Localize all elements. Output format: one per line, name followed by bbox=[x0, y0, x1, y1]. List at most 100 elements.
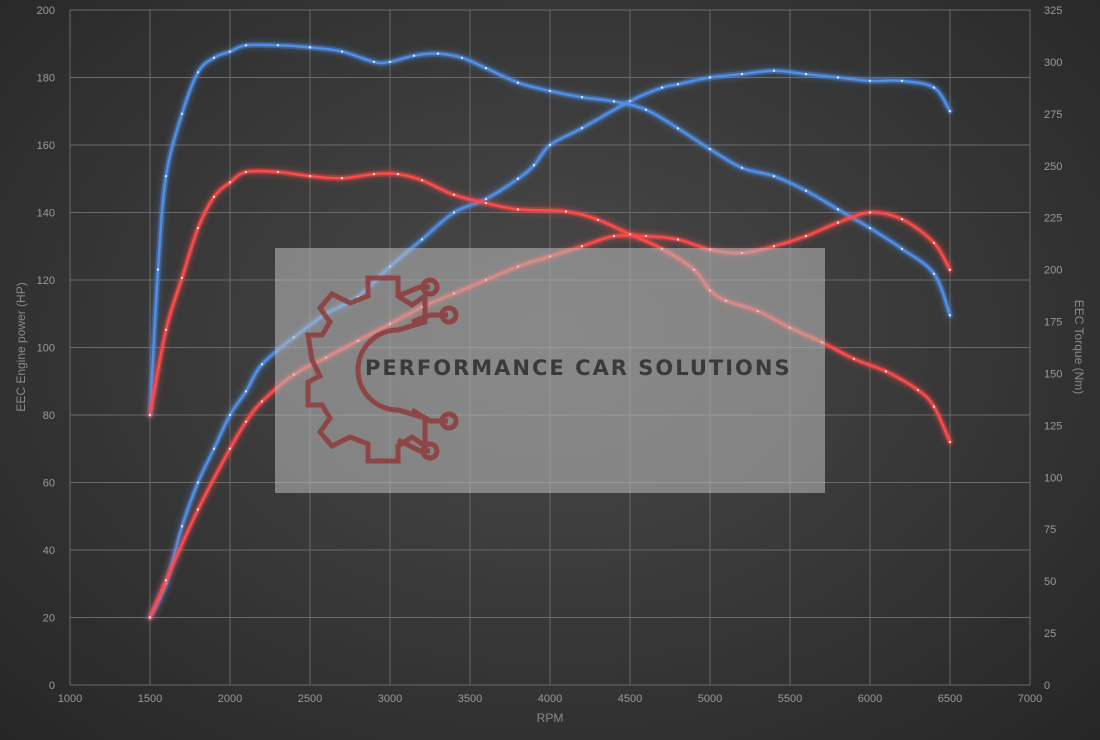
data-point bbox=[900, 79, 904, 83]
data-point bbox=[164, 328, 168, 332]
data-point bbox=[868, 211, 872, 214]
x-tick-label: 5000 bbox=[698, 693, 722, 705]
x-tick-label: 3500 bbox=[458, 693, 482, 705]
data-point bbox=[676, 238, 680, 241]
data-point bbox=[412, 54, 416, 57]
data-point bbox=[948, 268, 952, 272]
data-point bbox=[900, 218, 904, 221]
data-point bbox=[164, 579, 168, 582]
data-point bbox=[164, 174, 168, 178]
data-point bbox=[868, 226, 872, 230]
data-point bbox=[452, 211, 456, 214]
data-point bbox=[772, 69, 776, 72]
y-left-tick-label: 100 bbox=[37, 343, 55, 355]
data-point bbox=[836, 221, 840, 224]
data-point bbox=[196, 71, 200, 74]
y-left-tick-label: 160 bbox=[37, 140, 55, 152]
data-point bbox=[244, 44, 248, 47]
y-right-tick-label: 325 bbox=[1044, 5, 1062, 17]
x-tick-label: 6500 bbox=[938, 693, 962, 705]
y-right-tick-label: 75 bbox=[1044, 524, 1056, 536]
y-right-tick-label: 225 bbox=[1044, 213, 1062, 225]
data-point bbox=[180, 276, 184, 280]
data-point bbox=[884, 370, 888, 373]
data-point bbox=[484, 66, 488, 70]
data-point bbox=[612, 100, 616, 103]
data-point bbox=[804, 234, 808, 238]
data-point bbox=[212, 56, 216, 59]
y-left-tick-label: 140 bbox=[37, 208, 55, 220]
y-left-tick-label: 200 bbox=[37, 5, 55, 17]
data-point bbox=[396, 172, 400, 176]
data-point bbox=[228, 50, 232, 53]
data-point bbox=[948, 440, 952, 444]
x-tick-label: 4500 bbox=[618, 693, 642, 705]
data-point bbox=[900, 247, 904, 251]
data-point bbox=[644, 108, 648, 111]
data-point bbox=[708, 76, 712, 79]
y-left-tick-label: 120 bbox=[37, 275, 55, 287]
data-point bbox=[212, 195, 216, 199]
data-point bbox=[244, 170, 248, 174]
data-point bbox=[436, 52, 440, 55]
data-point bbox=[644, 234, 648, 238]
data-point bbox=[580, 96, 584, 99]
data-point bbox=[628, 233, 632, 236]
x-tick-label: 1500 bbox=[138, 693, 162, 705]
data-point bbox=[420, 238, 424, 241]
y-left-tick-label: 20 bbox=[43, 613, 55, 625]
data-point bbox=[276, 44, 280, 47]
data-point bbox=[244, 420, 248, 423]
data-point bbox=[516, 177, 520, 180]
data-point bbox=[852, 357, 856, 361]
data-point bbox=[580, 126, 584, 130]
data-point bbox=[196, 226, 200, 230]
data-point bbox=[340, 50, 344, 53]
y-left-tick-label: 180 bbox=[37, 73, 55, 85]
y-right-tick-label: 50 bbox=[1044, 576, 1056, 588]
watermark: PERFORMANCE CAR SOLUTIONS bbox=[275, 248, 825, 493]
y-right-tick-label: 25 bbox=[1044, 628, 1056, 640]
data-point bbox=[180, 525, 184, 528]
data-point bbox=[244, 390, 248, 393]
data-point bbox=[836, 208, 840, 211]
y-left-tick-label: 40 bbox=[43, 545, 55, 557]
data-point bbox=[932, 241, 936, 245]
y-right-tick-label: 300 bbox=[1044, 57, 1062, 69]
data-point bbox=[932, 405, 936, 408]
data-point bbox=[180, 112, 184, 116]
data-point bbox=[196, 481, 200, 484]
y-right-tick-label: 200 bbox=[1044, 265, 1062, 277]
y-right-tick-label: 125 bbox=[1044, 420, 1062, 432]
y-right-tick-label: 275 bbox=[1044, 109, 1062, 121]
x-tick-label: 3000 bbox=[378, 693, 402, 705]
x-tick-label: 5500 bbox=[778, 693, 802, 705]
data-point bbox=[740, 72, 744, 76]
data-point bbox=[596, 218, 600, 221]
y-left-tick-label: 60 bbox=[43, 478, 55, 490]
data-point bbox=[148, 616, 152, 619]
data-point bbox=[484, 201, 488, 205]
y-left-tick-label: 80 bbox=[43, 410, 55, 422]
data-point bbox=[340, 177, 344, 180]
data-point bbox=[372, 172, 376, 176]
data-point bbox=[948, 110, 952, 113]
x-tick-label: 1000 bbox=[58, 693, 82, 705]
watermark-text: PERFORMANCE CAR SOLUTIONS bbox=[365, 356, 792, 380]
data-point bbox=[948, 314, 952, 317]
data-point bbox=[308, 46, 312, 49]
data-point bbox=[260, 363, 264, 366]
data-point bbox=[708, 147, 712, 151]
data-point bbox=[804, 189, 808, 192]
x-tick-label: 6000 bbox=[858, 693, 882, 705]
data-point bbox=[372, 60, 376, 64]
data-point bbox=[804, 72, 808, 76]
x-tick-label: 2500 bbox=[298, 693, 322, 705]
data-point bbox=[516, 208, 520, 211]
x-tick-label: 2000 bbox=[218, 693, 242, 705]
data-point bbox=[932, 86, 936, 89]
data-point bbox=[532, 164, 536, 167]
data-point bbox=[460, 56, 464, 59]
axis-ticks: 1000 1500 2000 2500 3000 3500 4000 4500 5000 5500… bbox=[37, 5, 1063, 705]
